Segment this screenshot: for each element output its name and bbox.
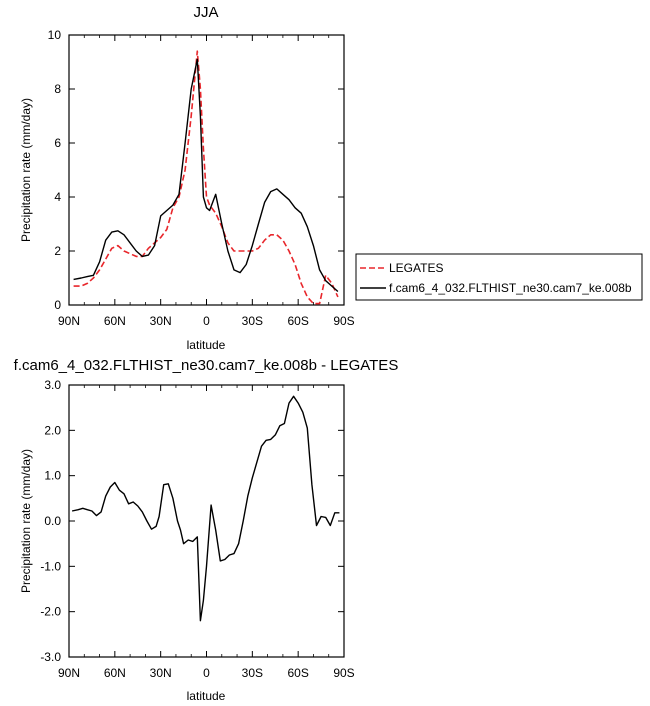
top-x-tick-label: 30N: [150, 314, 172, 328]
bottom-plot-frame: [68, 384, 345, 658]
legend: LEGATES f.cam6_4_032.FLTHIST_ne30.cam7_k…: [355, 253, 643, 301]
bottom-series-line-0: [71, 395, 340, 622]
top-x-tick-label: 90N: [58, 314, 80, 328]
top-x-tick-label: 30S: [242, 314, 263, 328]
top-plot-frame: [68, 34, 345, 306]
bottom-y-tick-label: -3.0: [40, 650, 61, 664]
bottom-chart-title: f.cam6_4_032.FLTHIST_ne30.cam7_ke.008b -…: [14, 357, 399, 374]
legend-box: [355, 253, 643, 301]
bottom-y-tick-label: -1.0: [40, 559, 61, 573]
bottom-x-tick-label: 30N: [150, 666, 172, 680]
bottom-y-axis-label: Precipitation rate (mm/day): [19, 449, 33, 593]
top-y-tick-label: 4: [54, 190, 61, 204]
top-x-tick-label: 90S: [333, 314, 354, 328]
bottom-x-tick-label: 90S: [333, 666, 354, 680]
top-series-group: [73, 50, 339, 305]
bottom-y-tick-label: 3.0: [44, 378, 61, 392]
top-x-tick-label: 60S: [287, 314, 308, 328]
bottom-x-tick-label: 30S: [242, 666, 263, 680]
bottom-y-tick-label: 1.0: [44, 469, 61, 483]
top-chart-title: JJA: [193, 4, 218, 21]
bottom-x-tick-label: 90N: [58, 666, 80, 680]
top-y-tick-label: 0: [54, 298, 61, 312]
top-series-line-0: [73, 50, 339, 305]
legend-entry-model: f.cam6_4_032.FLTHIST_ne30.cam7_ke.008b: [389, 281, 632, 295]
top-x-tick-label: 60N: [104, 314, 126, 328]
top-y-tick-label: 6: [54, 136, 61, 150]
top-y-tick-label: 2: [54, 244, 61, 258]
bottom-panel: f.cam6_4_032.FLTHIST_ne30.cam7_ke.008b -…: [14, 357, 399, 703]
bottom-series-group: [71, 395, 340, 622]
top-y-tick-label: 8: [54, 82, 61, 96]
bottom-x-axis-label: latitude: [187, 689, 226, 703]
bottom-x-tick-label: 60S: [287, 666, 308, 680]
top-x-tick-label: 0: [203, 314, 210, 328]
top-y-axis-label: Precipitation rate (mm/day): [19, 98, 33, 242]
top-ticks: 90N 60N 30N 0 30S 60S 90S 0 2 4 6 8 10: [48, 28, 355, 328]
bottom-y-tick-label: 0.0: [44, 514, 61, 528]
bottom-x-tick-label: 60N: [104, 666, 126, 680]
bottom-x-tick-label: 0: [203, 666, 210, 680]
bottom-y-tick-label: -2.0: [40, 605, 61, 619]
bottom-y-tick-label: 2.0: [44, 423, 61, 437]
top-series-line-1: [73, 58, 339, 293]
bottom-ticks: 90N 60N 30N 0 30S 60S 90S -3.0 -2.0 -1.0 0.0 1.0 2.0…: [40, 378, 354, 680]
legend-entry-legates: LEGATES: [389, 261, 443, 275]
top-y-tick-label: 10: [48, 28, 62, 42]
top-x-axis-label: latitude: [187, 338, 226, 352]
